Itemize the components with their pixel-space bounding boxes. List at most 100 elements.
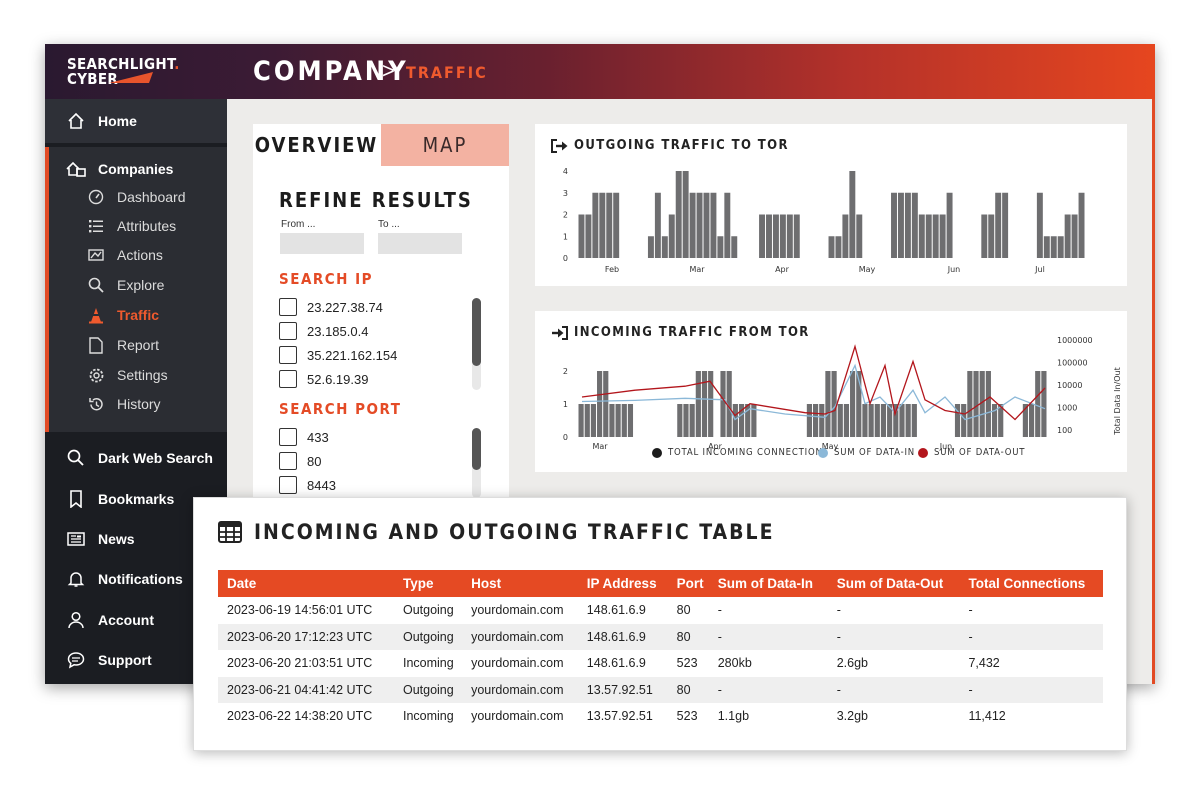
bar — [654, 192, 661, 258]
table-row[interactable]: 2023-06-20 21:03:51 UTC Incoming yourdomai… — [218, 650, 1103, 677]
table-row[interactable]: 2023-06-22 14:38:20 UTC Incoming yourdomai… — [218, 703, 1103, 730]
table-row[interactable]: 2023-06-21 04:41:42 UTC Outgoing yourdomai… — [218, 676, 1103, 703]
port-scrollbar[interactable] — [472, 428, 481, 470]
from-label: From ... — [281, 219, 316, 230]
sidebar-item-companies[interactable]: Companies — [45, 147, 227, 191]
checkbox[interactable] — [279, 370, 297, 388]
table-cell: 2023-06-22 14:38:20 UTC — [227, 709, 373, 724]
table-row[interactable]: 2023-06-20 17:12:23 UTC Outgoing yourdomai… — [218, 623, 1103, 650]
ip-option[interactable]: 52.6.19.39 — [279, 369, 368, 389]
searchlight-cyber-logo[interactable]: SEARCHLIGHT. CYBER — [67, 55, 180, 88]
port-option-label: 8443 — [307, 477, 336, 493]
bar — [850, 371, 856, 437]
port-option[interactable]: 8443 — [279, 475, 336, 495]
sidebar-item-settings[interactable]: Settings — [87, 363, 168, 387]
sidebar-item-traffic[interactable]: Traffic — [87, 303, 159, 327]
sidebar-item-history[interactable]: History — [87, 392, 161, 416]
bar — [759, 214, 766, 258]
x-tick-label: Jul — [1034, 265, 1045, 274]
sidebar-item-actions[interactable]: Actions — [87, 243, 163, 267]
bar — [985, 371, 991, 437]
table-cell: - — [836, 603, 841, 618]
checkbox[interactable] — [279, 452, 297, 470]
column-header[interactable]: Host — [462, 570, 578, 597]
sidebar-item-label: Dark Web Search — [98, 450, 213, 466]
sidebar-item-label: Account — [98, 612, 154, 628]
y2-tick-label: 100 — [1057, 426, 1072, 435]
sidebar-item-news[interactable]: News — [45, 517, 227, 561]
port-option[interactable]: 80 — [279, 451, 321, 471]
bar — [724, 192, 731, 258]
column-header[interactable]: Total Connections — [959, 570, 1103, 597]
checkbox[interactable] — [279, 428, 297, 446]
bell-icon — [66, 569, 86, 589]
x-tick-label: Mar — [689, 265, 705, 274]
table-cell: 13.57.92.51 — [577, 676, 668, 703]
tab-overview[interactable]: OVERVIEW — [254, 133, 379, 157]
table-cell: Incoming — [402, 656, 454, 671]
tab-map[interactable]: MAP — [381, 124, 509, 166]
checkbox[interactable] — [279, 298, 297, 316]
sidebar-item-dark-web-search[interactable]: Dark Web Search — [45, 436, 227, 480]
bar — [849, 171, 856, 258]
sidebar-item-support[interactable]: Support — [45, 638, 227, 682]
column-header[interactable]: Date — [218, 570, 394, 597]
actions-icon — [87, 246, 105, 264]
column-header[interactable]: Sum of Data-In — [708, 570, 828, 597]
sidebar-item-notifications[interactable]: Notifications — [45, 557, 227, 601]
sidebar-item-label: Notifications — [98, 571, 183, 587]
sidebar-item-dashboard[interactable]: Dashboard — [87, 185, 186, 209]
chat-icon — [66, 650, 86, 670]
sidebar-item-label: Actions — [117, 247, 163, 263]
traffic-table-card: INCOMING AND OUTGOING TRAFFIC TABLE Date… — [193, 497, 1127, 751]
table-cell: Incoming — [402, 709, 454, 724]
search-icon — [87, 276, 105, 294]
app-window: SEARCHLIGHT. CYBER COMPANY > TRAFFIC Hom… — [45, 44, 1155, 684]
bar — [891, 192, 897, 258]
sidebar-item-bookmarks[interactable]: Bookmarks — [45, 477, 227, 521]
table-cell: 2.6gb — [836, 656, 868, 671]
ip-option[interactable]: 23.227.38.74 — [279, 297, 383, 317]
x-tick-label: Apr — [775, 265, 790, 274]
from-date-input[interactable] — [280, 233, 364, 254]
column-header[interactable]: Port — [667, 570, 709, 597]
ip-option[interactable]: 23.185.0.4 — [279, 321, 368, 341]
logo-swoosh-icon — [109, 72, 153, 83]
bar — [683, 404, 689, 437]
legend-data-out: SUM OF DATA-OUT — [918, 447, 1025, 458]
traffic-table-title: INCOMING AND OUTGOING TRAFFIC TABLE — [218, 520, 775, 544]
bar — [897, 192, 904, 258]
ip-option[interactable]: 35.221.162.154 — [279, 345, 397, 365]
sidebar-item-home[interactable]: Home — [45, 99, 227, 143]
table-cell: - — [968, 603, 973, 618]
bar — [1028, 404, 1035, 437]
table-cell: yourdomain.com — [471, 709, 564, 724]
checkbox[interactable] — [279, 476, 297, 494]
sidebar-item-account[interactable]: Account — [45, 598, 227, 642]
sidebar-item-report[interactable]: Report — [87, 333, 159, 357]
bar — [862, 404, 868, 437]
bar — [911, 404, 917, 437]
x-tick-label: May — [822, 442, 839, 451]
bar — [731, 236, 738, 258]
table-row[interactable]: 2023-06-19 14:56:01 UTC Outgoing yourdomai… — [218, 597, 1103, 624]
checkbox[interactable] — [279, 346, 297, 364]
table-cell: - — [708, 676, 828, 703]
table-cell: 80 — [676, 603, 691, 618]
port-option[interactable]: 433 — [279, 427, 329, 447]
column-header[interactable]: Sum of Data-Out — [827, 570, 960, 597]
checkbox[interactable] — [279, 322, 297, 340]
bar — [613, 192, 620, 258]
bar — [967, 371, 973, 437]
ip-scrollbar[interactable] — [472, 298, 481, 366]
sidebar-item-explore[interactable]: Explore — [87, 273, 164, 297]
column-header[interactable]: Type — [393, 570, 463, 597]
breadcrumb-company[interactable]: COMPANY — [253, 56, 409, 87]
sidebar-item-attributes[interactable]: Attributes — [87, 214, 176, 238]
table-cell: 11,412 — [968, 709, 1006, 724]
bar — [675, 171, 682, 258]
bar — [677, 404, 683, 437]
bar — [668, 214, 675, 258]
column-header[interactable]: IP Address — [577, 570, 668, 597]
to-date-input[interactable] — [378, 233, 462, 254]
